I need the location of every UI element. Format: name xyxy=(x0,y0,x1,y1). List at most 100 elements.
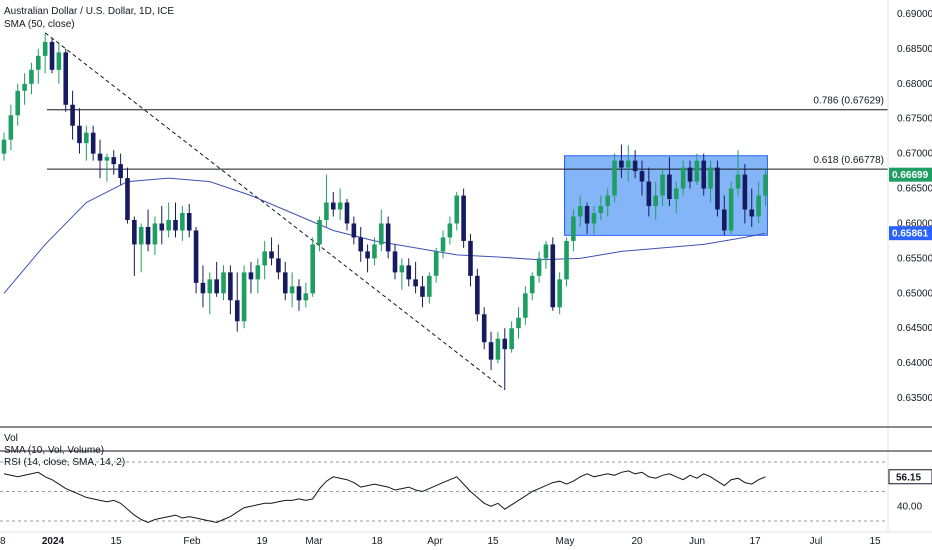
fib-levels[interactable]: 0.786 (0.67629) 0.618 (0.66778) xyxy=(47,96,888,170)
candle-body xyxy=(324,202,329,220)
rsi-value-badge xyxy=(888,469,932,485)
candle-body xyxy=(221,272,226,294)
candle xyxy=(63,48,69,112)
candle xyxy=(413,261,418,294)
candle-body xyxy=(756,195,761,217)
candle xyxy=(214,261,219,297)
candle-body xyxy=(728,188,734,231)
candle-body xyxy=(365,251,370,259)
descending-trendline[interactable] xyxy=(44,32,506,391)
candle-body xyxy=(379,223,384,245)
time-tick: Feb xyxy=(183,536,201,547)
candle-body xyxy=(125,178,130,220)
candle xyxy=(509,321,514,353)
candle-body xyxy=(516,317,521,329)
candle-body xyxy=(673,188,679,200)
candle-body xyxy=(605,195,610,207)
candle xyxy=(687,160,693,189)
candle xyxy=(379,209,384,252)
candle-body xyxy=(145,226,151,245)
candle xyxy=(22,73,27,105)
candle xyxy=(365,244,370,273)
symbol-title[interactable]: Australian Dollar / U.S. Dollar, 1D, ICE xyxy=(4,6,175,17)
time-tick: 20 xyxy=(631,536,643,547)
candle xyxy=(77,108,82,154)
time-tick: Mar xyxy=(305,536,323,547)
candle-body xyxy=(241,272,247,322)
pane-separators[interactable] xyxy=(0,426,932,452)
candle-body xyxy=(481,314,487,343)
price-tick: 0.67000 xyxy=(897,149,932,160)
candle-body xyxy=(303,293,309,301)
price-tick: 0.65000 xyxy=(897,288,932,299)
candle-body xyxy=(70,104,75,126)
candle xyxy=(337,188,343,220)
candle xyxy=(536,251,542,283)
candle xyxy=(221,265,226,301)
candle-body xyxy=(29,69,34,84)
candle xyxy=(523,286,528,325)
candle-body xyxy=(392,251,398,273)
candle-body xyxy=(722,209,727,231)
candle xyxy=(56,41,62,84)
candle xyxy=(166,202,171,238)
candle xyxy=(756,181,761,224)
candle xyxy=(125,167,130,224)
fib-label: 0.618 (0.66778) xyxy=(813,155,884,166)
candle-body xyxy=(399,265,405,273)
candle xyxy=(529,272,535,301)
candle xyxy=(399,258,405,290)
candle xyxy=(728,181,734,234)
sma-legend[interactable]: SMA (50, close) xyxy=(4,19,75,30)
candle xyxy=(282,261,288,301)
candle-body xyxy=(687,167,693,182)
time-tick: 17 xyxy=(749,536,761,547)
candle xyxy=(406,258,412,287)
time-tick: May xyxy=(556,536,575,547)
candle xyxy=(36,48,41,84)
last-price-badge xyxy=(889,167,932,182)
candle-body xyxy=(214,279,219,294)
price-tick: 0.63500 xyxy=(897,393,932,404)
candle xyxy=(84,125,89,161)
candle-body xyxy=(330,202,336,210)
price-axis[interactable]: 0.69000 0.68500 0.68000 0.67500 0.67000 0.665… xyxy=(887,0,932,532)
candle xyxy=(15,83,21,126)
rsi-legend[interactable]: RSI (14, close, SMA, 14, 2) xyxy=(4,457,126,468)
candle xyxy=(303,282,309,308)
candle xyxy=(159,206,165,245)
candle-body xyxy=(653,195,658,207)
fib-label: 0.786 (0.67629) xyxy=(813,96,884,107)
candle xyxy=(571,209,576,252)
candle-body xyxy=(56,52,62,70)
candle xyxy=(584,202,590,234)
candle xyxy=(193,226,199,294)
candle-body xyxy=(310,244,315,294)
candle-body xyxy=(22,83,27,91)
candle-body xyxy=(63,52,69,105)
volume-legend[interactable]: Vol xyxy=(4,433,18,444)
candle-body xyxy=(509,328,514,350)
time-axis[interactable]: 8 2024 15 Feb 19 Mar 18 Apr 15 May 20 Jun 17 Jul 15 xyxy=(0,531,932,547)
candle xyxy=(372,237,377,266)
price-tick: 0.64000 xyxy=(897,358,932,369)
candle xyxy=(557,272,562,315)
candle xyxy=(248,261,254,294)
candle xyxy=(317,216,322,252)
candle xyxy=(132,216,137,276)
candle-body xyxy=(111,157,117,165)
price-tick: 0.66000 xyxy=(897,218,932,229)
candle xyxy=(90,125,96,161)
candle-body xyxy=(735,174,741,189)
candle xyxy=(495,331,501,364)
candle-body xyxy=(440,237,446,252)
candle-body xyxy=(282,272,288,294)
candle xyxy=(145,209,151,252)
time-tick: 15 xyxy=(487,536,499,547)
candle-body xyxy=(612,160,617,196)
time-tick: Apr xyxy=(427,536,443,547)
candle xyxy=(111,150,117,175)
candle-body xyxy=(77,125,82,144)
volume-sma-legend[interactable]: SMA (10, Vol, Volume) xyxy=(4,445,105,456)
